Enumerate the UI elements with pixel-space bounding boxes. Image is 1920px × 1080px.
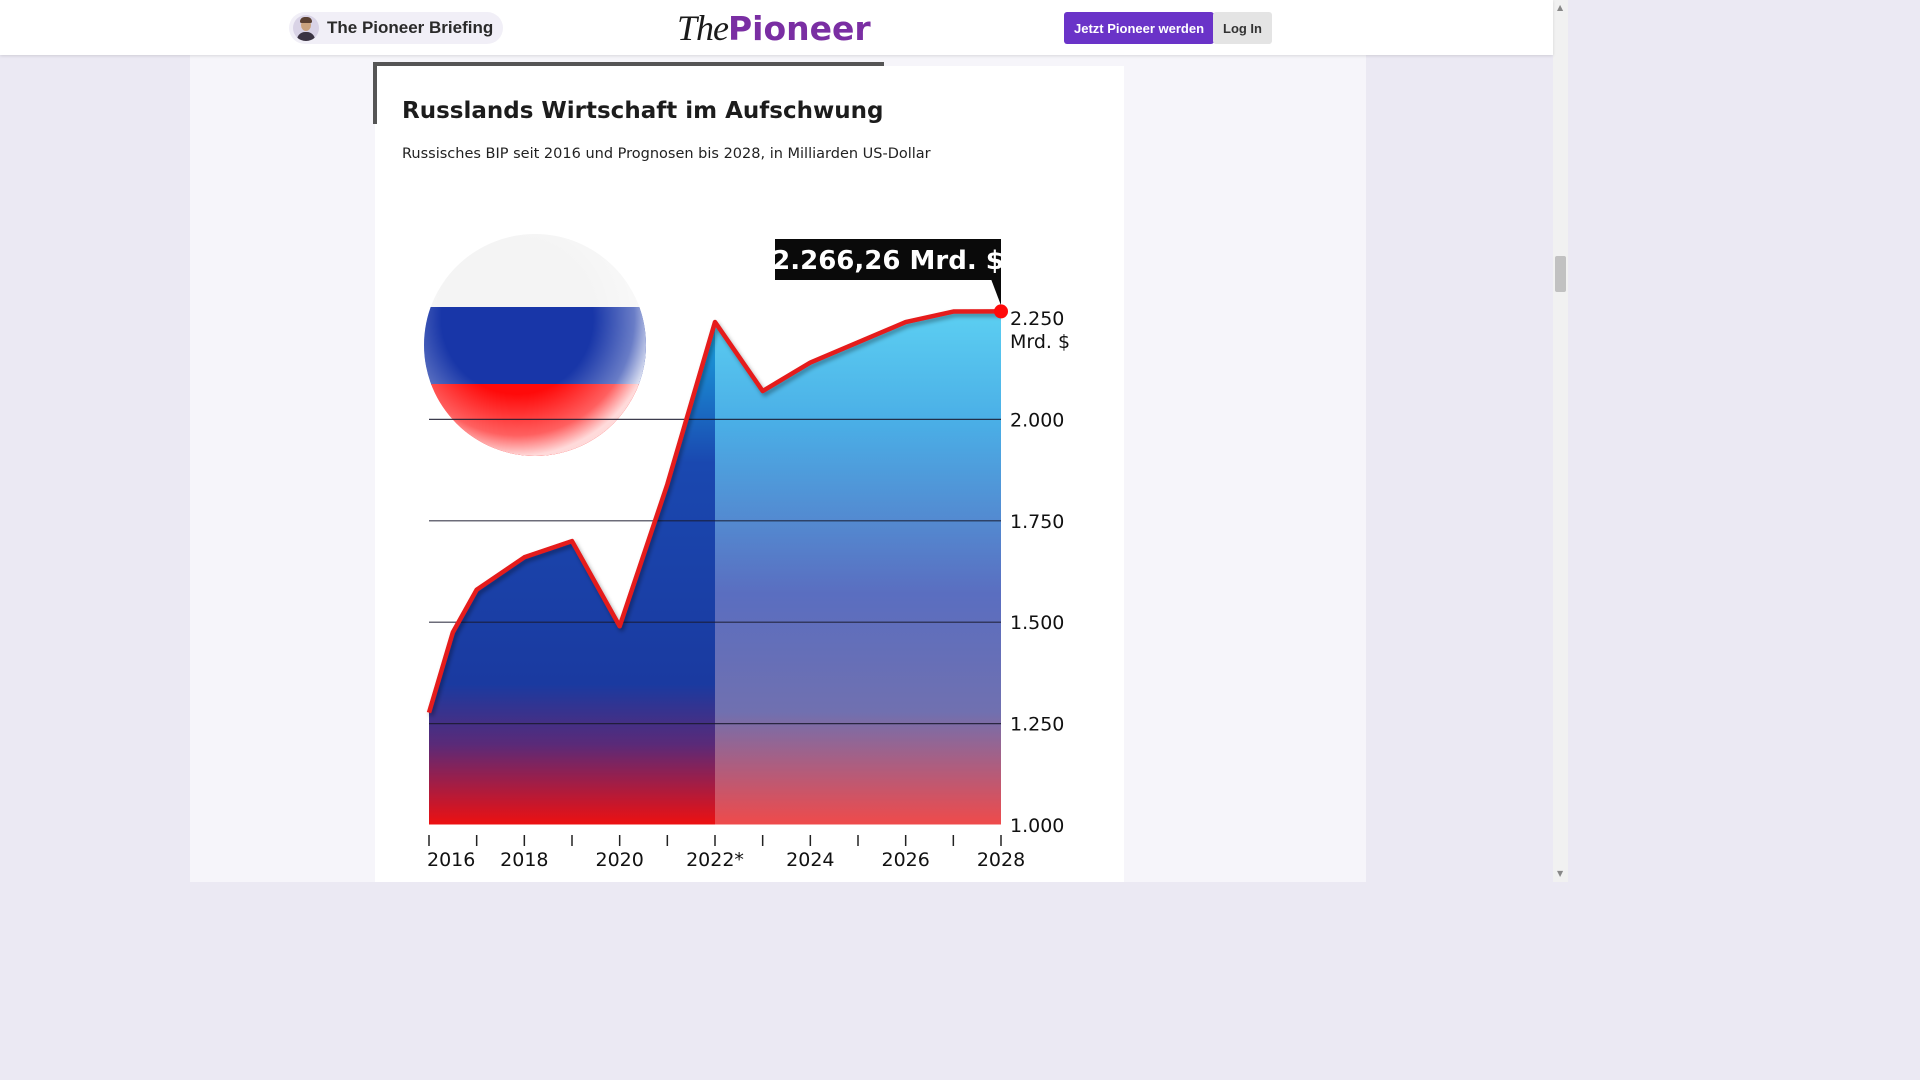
y-tick-label: 1.750 [1010,511,1064,533]
y-tick-label: 1.000 [1010,815,1064,837]
scroll-thumb[interactable] [1555,256,1566,292]
pioneer-briefing-link[interactable]: The Pioneer Briefing [289,12,504,44]
y-tick-label: 2.000 [1010,409,1064,431]
briefing-label: The Pioneer Briefing [327,18,494,37]
y-tick-label: 1.500 [1010,612,1064,634]
x-tick-label: 2020 [595,849,643,871]
callout-label: 2.266,26 Mrd. $ [772,246,1004,276]
forecast-area [715,311,1001,826]
x-tick-label: 2026 [881,849,929,871]
gdp-area-chart: 2016 2018 2020 2022* 2024 2026 2028 1.000 1.250… [424,234,1070,871]
y-tick-label: 1.250 [1010,714,1064,736]
gdp-series-line [426,309,1002,714]
historical-area [429,322,715,825]
the-pioneer-logo[interactable]: ThePioneer [677,6,871,51]
logo-pioneer: Pioneer [728,9,871,48]
join-pioneer-button[interactable]: Jetzt Pioneer werden [1064,12,1215,44]
scroll-up-arrow-icon[interactable]: ▲ [1557,3,1564,12]
russian-flag-sphere-icon [424,234,646,456]
y-tick-label: 2.250 [1010,308,1064,330]
x-tick-label: 2018 [500,849,548,871]
x-tick-label: 2016 [427,849,475,871]
login-button[interactable]: Log In [1213,12,1272,44]
callout-pointer [991,279,1001,306]
card-accent-left [373,62,377,124]
top-navigation-bar: The Pioneer Briefing ThePioneer Jetzt Pi… [0,0,1553,55]
x-tick-label: 2028 [977,849,1025,871]
scroll-down-arrow-icon[interactable]: ▼ [1557,869,1564,878]
avatar [293,15,319,41]
logo-the: The [677,8,729,48]
card-accent-top [373,62,884,66]
chart-subtitle: Russisches BIP seit 2016 und Prognosen b… [402,146,931,162]
chart-title: Russlands Wirtschaft im Aufschwung [402,98,884,124]
page-scrollbar[interactable]: ▲ ▼ [1553,0,1568,882]
end-point-marker [994,304,1008,319]
y-unit-label: Mrd. $ [1010,331,1070,353]
x-tick-label: 2022* [686,849,744,871]
x-tick-label: 2024 [786,849,834,871]
callout-box [775,239,1001,280]
